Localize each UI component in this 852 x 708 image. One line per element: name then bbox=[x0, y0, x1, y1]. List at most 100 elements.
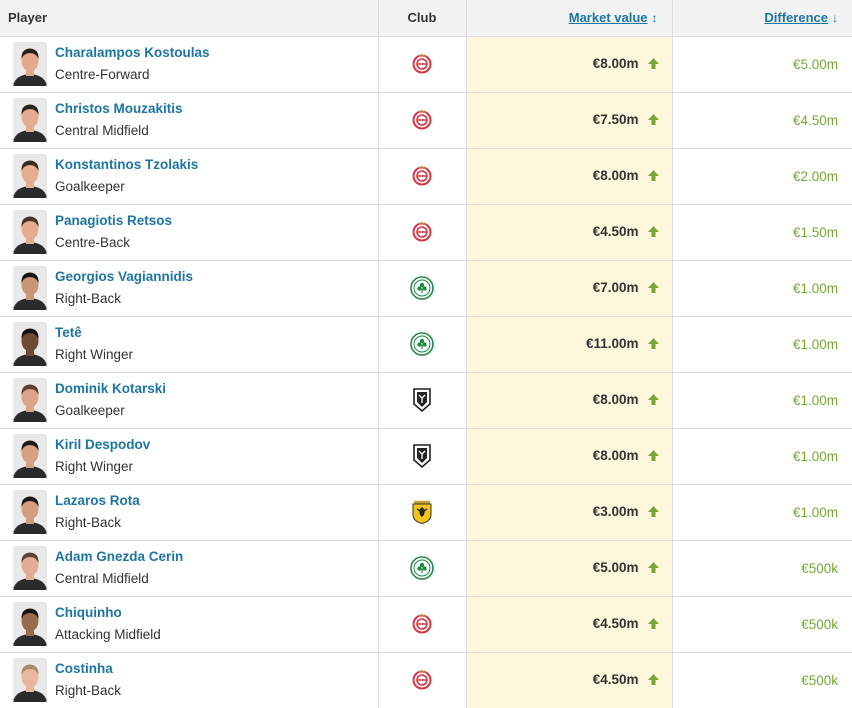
market-value-cell: €8.00m bbox=[466, 428, 673, 485]
player-name-link[interactable]: Costinha bbox=[55, 661, 113, 677]
player-avatar[interactable] bbox=[13, 378, 47, 422]
difference-cell: €1.00m bbox=[672, 372, 852, 429]
player-position: Right Winger bbox=[55, 459, 134, 474]
player-position: Central Midfield bbox=[55, 571, 149, 586]
header-player: Player bbox=[0, 0, 379, 37]
aek-logo[interactable] bbox=[412, 500, 432, 524]
table-row: Georgios Vagiannidis Right-Back €7.00m €… bbox=[0, 260, 852, 317]
player-avatar[interactable] bbox=[13, 266, 47, 310]
header-market-value[interactable]: Market value ↕ bbox=[466, 0, 673, 37]
panathinaikos-logo[interactable] bbox=[410, 332, 434, 356]
player-position: Right-Back bbox=[55, 515, 122, 530]
player-avatar[interactable] bbox=[13, 658, 47, 703]
club-cell bbox=[378, 540, 467, 597]
market-value: €4.50m bbox=[592, 615, 639, 631]
market-value: €7.00m bbox=[592, 279, 639, 295]
player-cell: Charalampos Kostoulas Centre-Forward bbox=[0, 36, 379, 93]
olympiacos-logo[interactable] bbox=[412, 166, 432, 186]
sort-difference-link[interactable]: Difference bbox=[764, 10, 828, 26]
difference-value: €1.00m bbox=[792, 448, 838, 464]
market-value: €5.00m bbox=[592, 559, 639, 575]
panathinaikos-logo[interactable] bbox=[410, 276, 434, 300]
player-name-link[interactable]: Charalampos Kostoulas bbox=[55, 45, 210, 60]
player-avatar[interactable] bbox=[13, 434, 47, 478]
player-avatar[interactable] bbox=[13, 154, 47, 198]
olympiacos-logo[interactable] bbox=[412, 670, 432, 690]
club-cell bbox=[378, 372, 467, 429]
player-name-link[interactable]: Chiquinho bbox=[55, 605, 122, 620]
player-name-link[interactable]: Tetê bbox=[55, 325, 82, 340]
player-name-link[interactable]: Christos Mouzakitis bbox=[55, 101, 183, 116]
arrow-up-icon bbox=[647, 113, 660, 129]
market-value: €4.50m bbox=[592, 671, 639, 687]
difference-cell: €1.00m bbox=[672, 484, 852, 541]
difference-cell: €500k bbox=[672, 652, 852, 708]
player-name-link[interactable]: Panagiotis Retsos bbox=[55, 213, 173, 228]
club-cell bbox=[378, 92, 467, 149]
player-cell: Georgios Vagiannidis Right-Back bbox=[0, 260, 379, 317]
player-position: Goalkeeper bbox=[55, 179, 125, 194]
player-name-link[interactable]: Konstantinos Tzolakis bbox=[55, 157, 199, 172]
arrow-up-icon bbox=[647, 57, 660, 73]
market-value: €3.00m bbox=[592, 503, 639, 519]
difference-cell: €1.00m bbox=[672, 428, 852, 485]
market-value: €8.00m bbox=[592, 55, 639, 71]
player-cell: Christos Mouzakitis Central Midfield bbox=[0, 92, 379, 149]
difference-cell: €1.00m bbox=[672, 316, 852, 373]
market-value-cell: €4.50m bbox=[466, 596, 673, 653]
player-avatar[interactable] bbox=[13, 546, 47, 590]
header-difference[interactable]: Difference ↓ bbox=[672, 0, 852, 37]
player-position: Centre-Forward bbox=[55, 67, 150, 82]
difference-cell: €2.00m bbox=[672, 148, 852, 205]
difference-cell: €4.50m bbox=[672, 92, 852, 149]
panathinaikos-logo[interactable] bbox=[410, 556, 434, 580]
player-avatar[interactable] bbox=[13, 98, 47, 142]
market-value: €8.00m bbox=[592, 447, 639, 463]
arrow-up-icon bbox=[647, 169, 660, 185]
sort-market-value-link[interactable]: Market value bbox=[568, 10, 648, 26]
market-value-cell: €5.00m bbox=[466, 540, 673, 597]
olympiacos-logo[interactable] bbox=[412, 222, 432, 242]
player-name-link[interactable]: Georgios Vagiannidis bbox=[55, 269, 194, 284]
table-row: Costinha Right-Back €4.50m €500k bbox=[0, 652, 852, 708]
market-value: €4.50m bbox=[592, 223, 639, 239]
paok-logo[interactable] bbox=[413, 444, 431, 468]
sort-down-icon[interactable]: ↓ bbox=[832, 11, 838, 26]
arrow-up-icon bbox=[647, 281, 660, 297]
player-name-link[interactable]: Lazaros Rota bbox=[55, 493, 140, 508]
table-row: Chiquinho Attacking Midfield €4.50m €500… bbox=[0, 596, 852, 653]
table-row: Konstantinos Tzolakis Goalkeeper €8.00m … bbox=[0, 148, 852, 205]
player-position: Right-Back bbox=[55, 683, 122, 699]
market-value-cell: €4.50m bbox=[466, 652, 673, 708]
player-name-link[interactable]: Dominik Kotarski bbox=[55, 381, 167, 396]
difference-value: €500k bbox=[801, 616, 838, 632]
player-name-link[interactable]: Adam Gnezda Cerin bbox=[55, 549, 184, 564]
olympiacos-logo[interactable] bbox=[412, 614, 432, 634]
sort-both-icon[interactable]: ↕ bbox=[651, 11, 658, 26]
market-value-cell: €8.00m bbox=[466, 36, 673, 93]
player-avatar[interactable] bbox=[13, 602, 47, 646]
olympiacos-logo[interactable] bbox=[412, 54, 432, 74]
player-position: Right Winger bbox=[55, 347, 134, 362]
player-cell: Kiril Despodov Right Winger bbox=[0, 428, 379, 485]
table-row: Kiril Despodov Right Winger €8.00m €1.00… bbox=[0, 428, 852, 485]
difference-cell: €5.00m bbox=[672, 36, 852, 93]
player-avatar[interactable] bbox=[13, 322, 47, 366]
arrow-up-icon bbox=[647, 617, 660, 633]
market-value-cell: €8.00m bbox=[466, 148, 673, 205]
table-row: Christos Mouzakitis Central Midfield €7.… bbox=[0, 92, 852, 149]
club-cell bbox=[378, 428, 467, 485]
market-value-cell: €11.00m bbox=[466, 316, 673, 373]
player-avatar[interactable] bbox=[13, 210, 47, 254]
paok-logo[interactable] bbox=[413, 388, 431, 412]
arrow-up-icon bbox=[647, 449, 660, 465]
olympiacos-logo[interactable] bbox=[412, 110, 432, 130]
club-cell bbox=[378, 260, 467, 317]
difference-cell: €1.00m bbox=[672, 260, 852, 317]
player-avatar[interactable] bbox=[13, 42, 47, 86]
market-value: €8.00m bbox=[592, 167, 639, 183]
player-avatar[interactable] bbox=[13, 490, 47, 534]
player-name-link[interactable]: Kiril Despodov bbox=[55, 437, 151, 452]
player-cell: Chiquinho Attacking Midfield bbox=[0, 596, 379, 653]
player-cell: Konstantinos Tzolakis Goalkeeper bbox=[0, 148, 379, 205]
